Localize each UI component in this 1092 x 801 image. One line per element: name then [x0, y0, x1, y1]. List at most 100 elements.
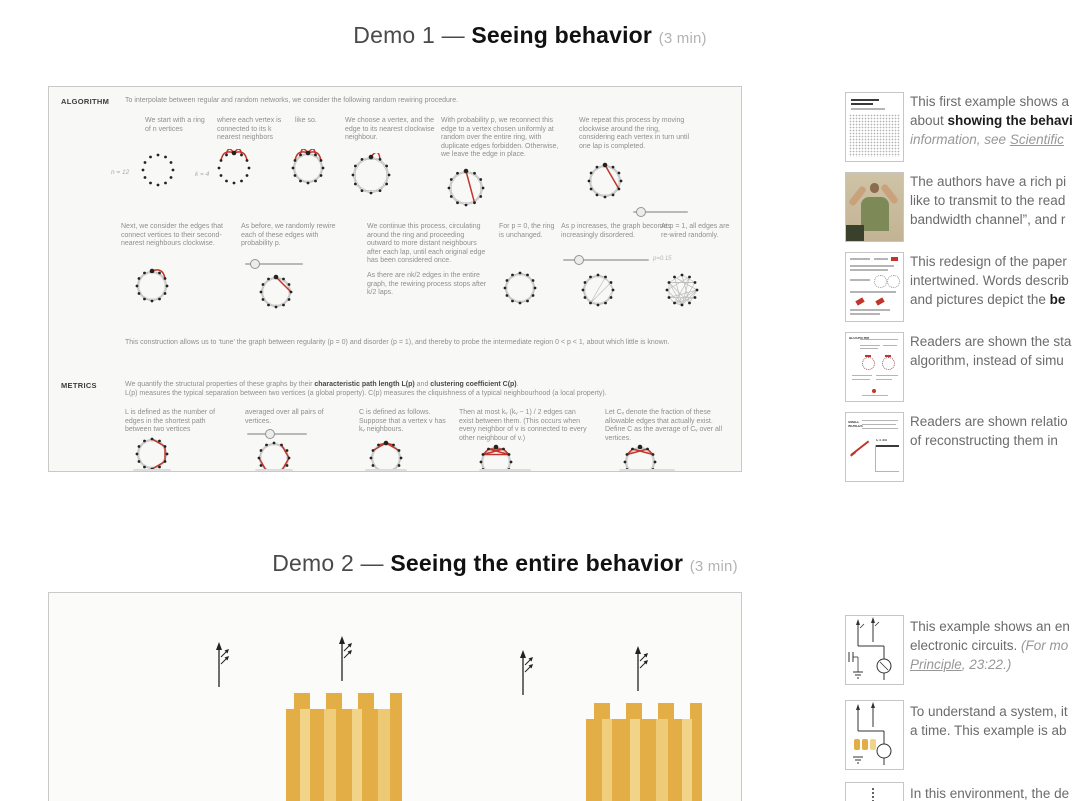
demo1-title-prefix: Demo 1 —	[353, 22, 472, 48]
thumb-dotted-probe	[845, 782, 904, 801]
slider-knob	[635, 207, 646, 217]
tune-paragraph: This construction allows us to ‘tune’ th…	[125, 339, 670, 346]
metric-text: L is defined as the number of edges in t…	[125, 409, 216, 434]
clipped-caption	[365, 469, 407, 471]
step-text-paragraph: We continue this process, circulating ar…	[367, 223, 486, 265]
step-text: We repeat this process by moving clockwi…	[579, 117, 690, 150]
thumb-smallworlds-label: WORLDS	[848, 425, 863, 429]
text-segment: characteristic path length L(p)	[314, 381, 415, 388]
slider-knob	[249, 259, 260, 269]
note-line: like to transmit to the read	[910, 191, 1066, 210]
note-line: electronic circuits. (For mo	[910, 636, 1070, 655]
metrics-section-label: METRICS	[61, 381, 97, 390]
step-text: For p = 0, the ring is unchanged.	[499, 223, 555, 239]
thumb-circuit	[845, 615, 904, 685]
castle-waveform-left	[286, 679, 402, 801]
ring-diagram	[133, 267, 171, 310]
step-text: As p increases, the graph becomes increa…	[561, 223, 671, 239]
demo2-note-1: This example shows an en electronic circ…	[910, 617, 1070, 674]
text-segment: (For mo	[1021, 638, 1069, 653]
text-segment: clustering coefficient C(p)	[430, 381, 517, 388]
step-text: where each vertex is connected to its k …	[217, 117, 282, 142]
demo1-title-duration: (3 min)	[658, 30, 707, 47]
step-text: With probability p, we reconnect this ed…	[441, 117, 559, 159]
inline-link[interactable]: Principle	[910, 657, 962, 672]
text-segment: showing the behavi	[947, 113, 1073, 128]
ring-diagram	[445, 167, 487, 214]
ring-diagram	[289, 148, 327, 192]
note-line: algorithm, instead of simu	[910, 351, 1071, 370]
ring-diagram	[133, 435, 171, 471]
step-text: As before, we randomly rewire each of th…	[241, 223, 336, 248]
clipped-caption	[255, 469, 293, 471]
thumb-algorithm-page: ALGORITHM	[845, 332, 904, 402]
metric-text: Then at most kᵥ (kᵥ − 1) / 2 edges can e…	[459, 409, 587, 442]
metrics-intro-line2: L(p) measures the typical separation bet…	[125, 389, 607, 397]
text-segment: and	[414, 381, 431, 388]
ring-diagram	[367, 439, 405, 471]
thumb-algorithm-label: ALGORITHM	[849, 337, 869, 341]
ring-diagram	[579, 271, 617, 314]
thumb-byline	[851, 108, 885, 110]
thumb-speaker-photo	[845, 172, 904, 242]
inline-link[interactable]: Scientific	[1009, 132, 1064, 147]
demo1-note-2: The authors have a rich pi like to trans…	[910, 172, 1066, 229]
demo2-title-bold: Seeing the entire behavior	[390, 550, 684, 576]
note-line: and pictures depict the be	[910, 290, 1069, 309]
note-line: In this environment, the de	[910, 784, 1069, 801]
photo-head	[870, 183, 879, 193]
demo1-note-3: This redesign of the paper intertwined. …	[910, 252, 1069, 309]
thumb-texture	[849, 114, 900, 157]
algorithm-intro: To interpolate between regular and rando…	[125, 97, 459, 104]
ring-label: k = 4	[195, 171, 210, 178]
text-segment: electronic circuits.	[910, 638, 1022, 653]
ring-diagram	[621, 443, 659, 471]
text-segment: In this environment, the de	[910, 786, 1070, 801]
text-segment: like to transmit to the read	[910, 193, 1066, 208]
text-segment: Readers are shown the sta	[910, 334, 1072, 349]
ring-diagram	[501, 269, 539, 312]
thumb-redesign-spread	[845, 252, 904, 322]
demo1-video-still[interactable]: ALGORITHM To interpolate between regular…	[48, 86, 742, 472]
slider-knob	[574, 255, 585, 265]
note-line: This example shows an en	[910, 617, 1070, 636]
metric-text: Let Cᵥ denote the fraction of these allo…	[605, 409, 723, 442]
note-line: This redesign of the paper	[910, 252, 1069, 271]
demo1-note-4: Readers are shown the sta algorithm, ins…	[910, 332, 1071, 370]
text-segment: bandwidth channel”, and r	[910, 212, 1066, 227]
text-segment: information, see	[910, 132, 1010, 147]
step-text: We start with a ring of n vertices	[145, 117, 205, 133]
text-segment: algorithm, instead of simu	[910, 353, 1064, 368]
text-segment: This first example shows a	[910, 94, 1070, 109]
castle-waveform-right	[586, 689, 702, 801]
step-text-paragraph: As there are nk/2 edges in the entire gr…	[367, 271, 487, 297]
step-text: We choose a vertex, and the edge to its …	[345, 117, 435, 142]
led-antenna-icon	[207, 641, 231, 692]
note-line: intertwined. Words describ	[910, 271, 1069, 290]
text-segment: The authors have a rich pi	[910, 174, 1067, 189]
demo2-video-still[interactable]	[48, 592, 742, 801]
led-antenna-icon	[330, 635, 354, 686]
note-line: a time. This example is ab	[910, 721, 1068, 740]
thumb-smallworlds-page: SMALL WORLDS C = 3/4	[845, 412, 904, 482]
text-segment: be	[1049, 292, 1066, 307]
ring-diagram	[477, 443, 515, 471]
note-line: information, see Scientific	[910, 130, 1073, 149]
thumb-chart-label: C = 3/4	[876, 439, 887, 443]
probability-slider: p=0.15	[563, 255, 681, 265]
note-line: bandwidth channel”, and r	[910, 210, 1066, 229]
ring-diagram	[349, 151, 393, 202]
text-segment: Readers are shown relatio	[910, 414, 1068, 429]
text-segment: .	[516, 381, 519, 388]
demo2-note-3: In this environment, the de	[910, 784, 1069, 801]
text-segment: a time. This example is ab	[910, 723, 1067, 738]
ring-diagram	[139, 151, 177, 194]
led-antenna-icon	[511, 649, 535, 700]
thumb-smallworlds-label: SMALL	[848, 421, 860, 425]
note-line: Readers are shown the sta	[910, 332, 1071, 351]
led-antenna-icon	[626, 645, 650, 696]
demo2-title-duration: (3 min)	[689, 558, 738, 575]
demo2-title: Demo 2 — Seeing the entire behavior (3 m…	[0, 550, 1010, 577]
slider-value-label: p=0.15	[653, 256, 672, 262]
